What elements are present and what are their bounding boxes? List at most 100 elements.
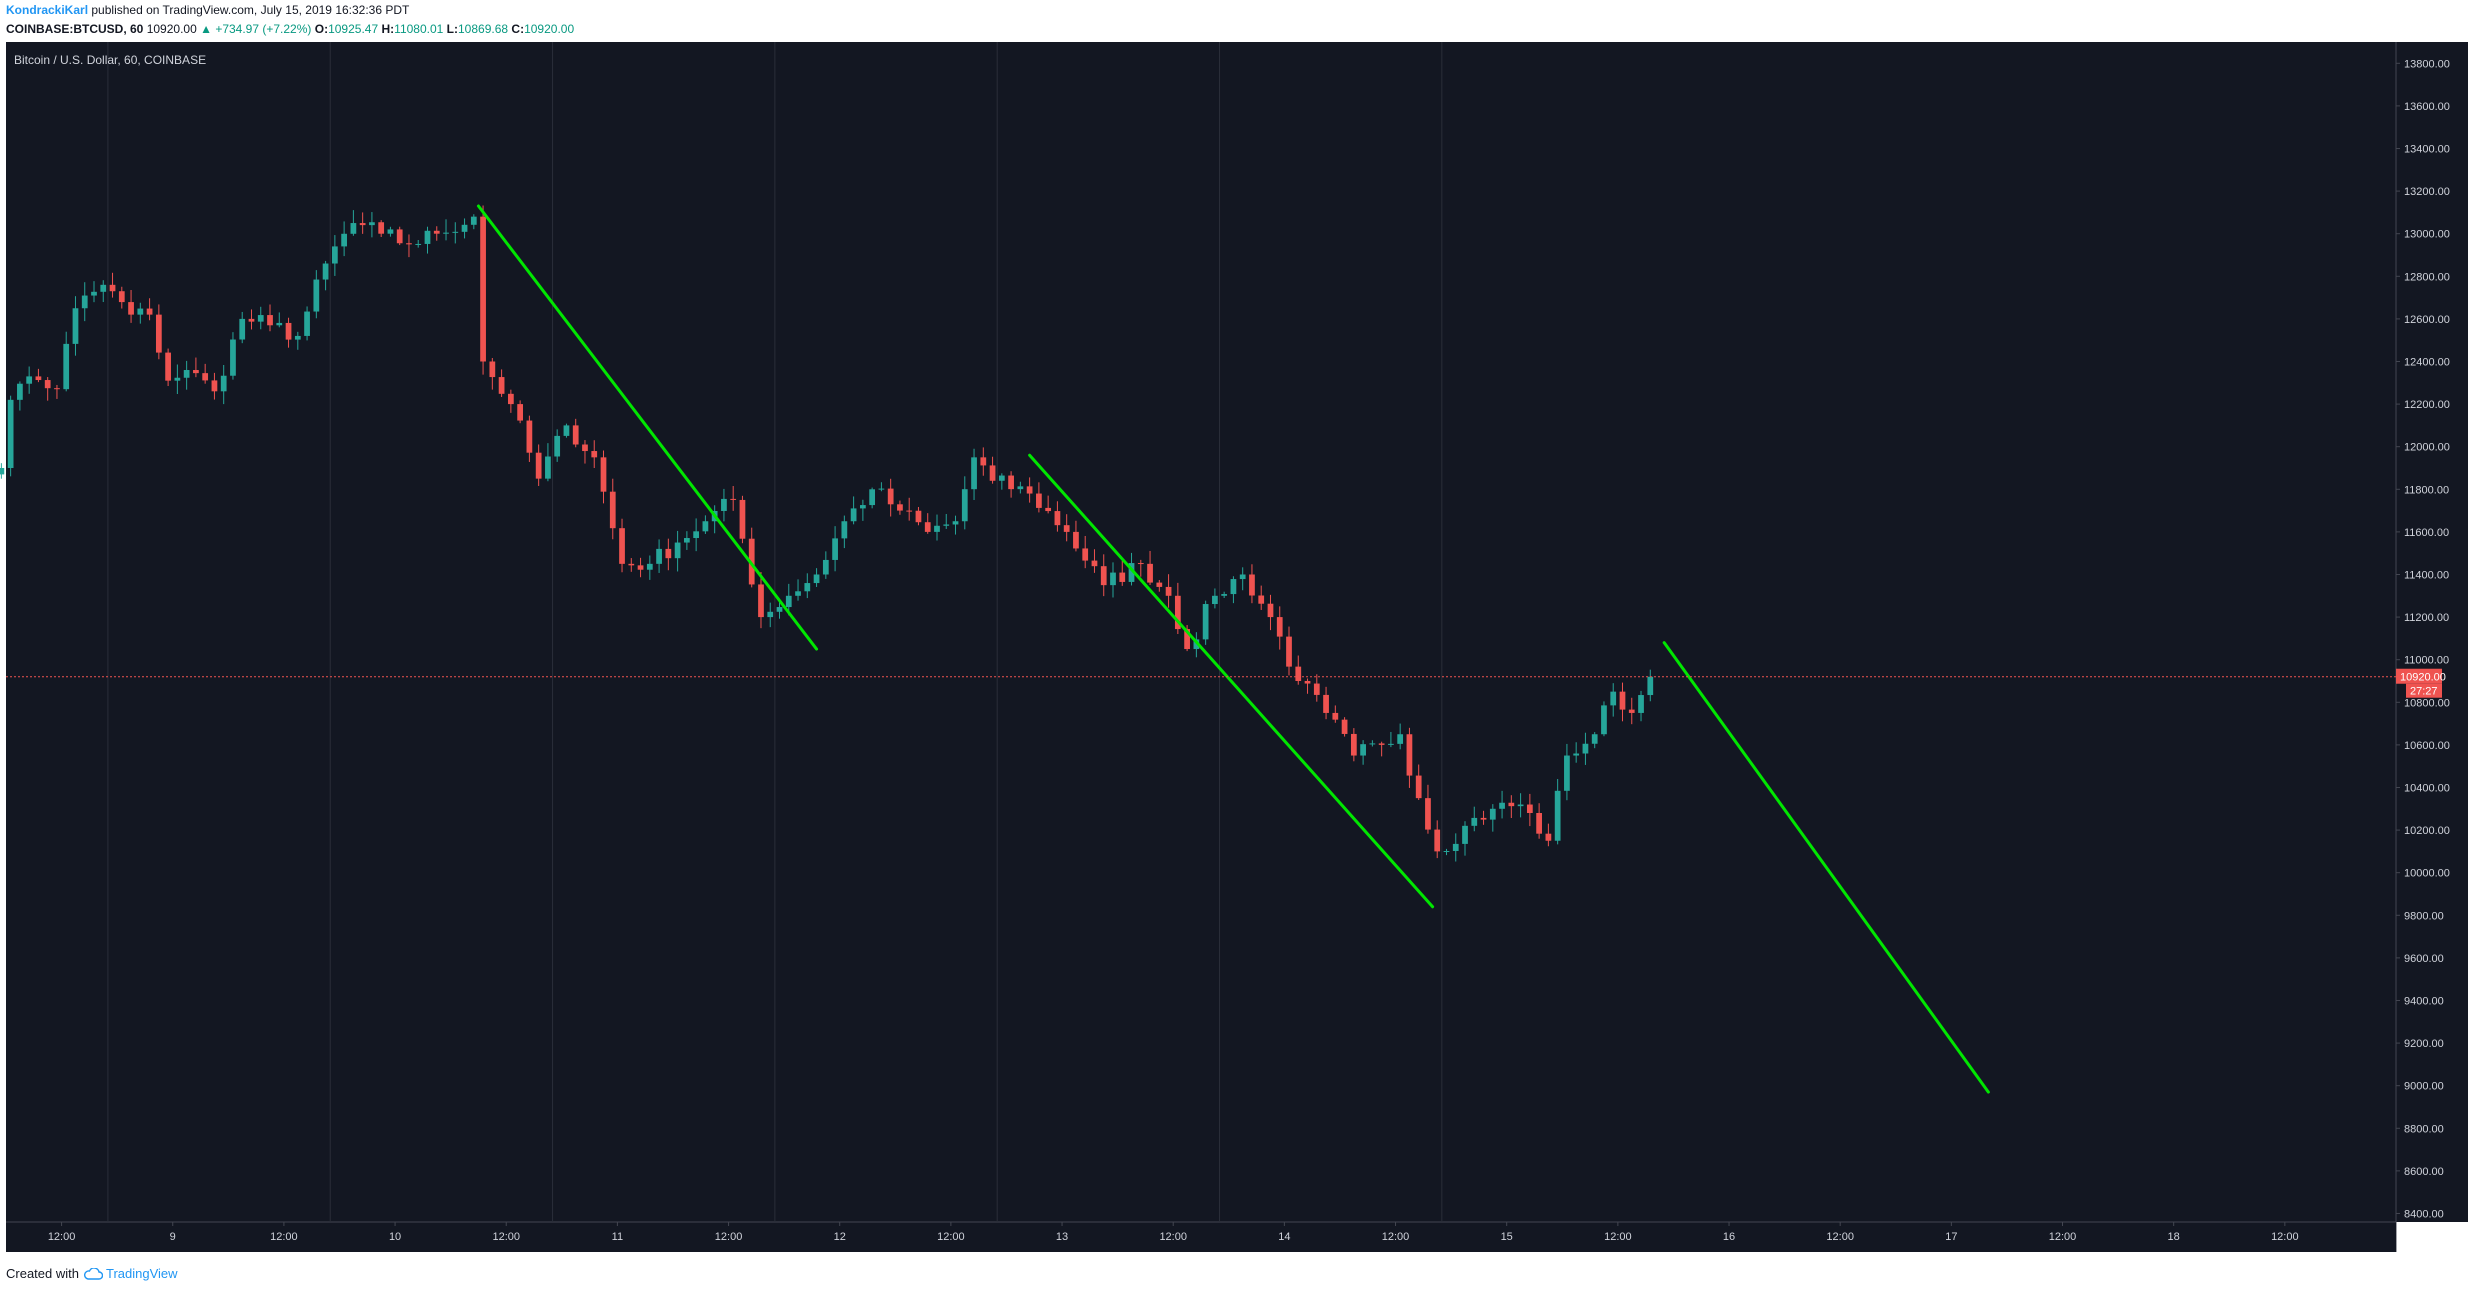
candle-body [489, 361, 496, 378]
y-tick-label: 13000.00 [2404, 229, 2450, 241]
candle-body [971, 457, 977, 490]
y-tick-label: 12800.00 [2404, 271, 2450, 283]
candle-body [1212, 595, 1218, 605]
symbol-label: COINBASE:BTCUSD, 60 [6, 22, 144, 36]
candle-body [433, 230, 440, 234]
candle-body [1026, 486, 1033, 494]
candle-body [758, 584, 764, 618]
candle-body [1601, 705, 1607, 735]
x-tick-label: 12:00 [1604, 1231, 1632, 1243]
candle-body [461, 224, 468, 232]
candle-body [860, 505, 866, 509]
candle-body [1054, 511, 1061, 526]
candle-body [128, 302, 134, 315]
candle-body [1489, 808, 1496, 820]
candle-body [1276, 617, 1283, 637]
x-tick-label: 12 [834, 1231, 846, 1243]
candle-body [341, 233, 347, 247]
candle-body [369, 222, 375, 226]
y-tick-label: 11200.00 [2404, 612, 2449, 624]
candle-body [702, 521, 709, 532]
candle-body [1091, 560, 1098, 567]
candle-body [1304, 680, 1311, 684]
y-tick-label: 12200.00 [2404, 399, 2450, 411]
candle-body [1369, 743, 1376, 745]
candle-body [470, 216, 477, 225]
candle-body [137, 308, 144, 315]
ohlc-legend: COINBASE:BTCUSD, 60 10920.00 ▲ +734.97 (… [6, 22, 575, 36]
candle-body [1258, 595, 1265, 604]
y-tick-label: 10800.00 [2404, 697, 2450, 709]
candle-body [1480, 817, 1487, 820]
x-tick-label: 12:00 [2271, 1231, 2299, 1243]
candle-body [1406, 734, 1413, 776]
candle-body [1286, 636, 1292, 667]
x-tick-label: 12:00 [492, 1231, 520, 1243]
candle-body [304, 311, 310, 336]
candle-body [1425, 798, 1431, 830]
candle-body [1202, 604, 1209, 640]
candle-body [600, 457, 607, 492]
x-axis-ticks: 12:00 9 12:00 10 12:00 11 12:00 12 12:00 13 12:00 1… [48, 1222, 2299, 1243]
price-axis[interactable] [2396, 42, 2468, 1222]
candle-body [730, 498, 737, 500]
candle-body [1610, 691, 1617, 706]
x-tick-label: 10 [389, 1231, 401, 1243]
trendline [1028, 453, 1435, 909]
y-tick-label: 11000.00 [2404, 655, 2449, 667]
candle-body [924, 522, 931, 532]
y-tick-label: 11800.00 [2404, 484, 2449, 496]
candle-body [609, 491, 616, 529]
candle-body [359, 223, 366, 226]
y-tick-label: 10400.00 [2404, 782, 2450, 794]
candle-body [1619, 691, 1626, 710]
y-tick-label: 13200.00 [2404, 186, 2450, 198]
candle-body [507, 393, 514, 405]
candle-body [1174, 595, 1181, 630]
candle-body [257, 315, 264, 322]
last-price-tag [2396, 668, 2442, 684]
candle-body [1628, 709, 1635, 713]
candle-body [572, 425, 579, 445]
candle-body [674, 542, 681, 559]
candle-body [1341, 719, 1348, 734]
publish-text: published on TradingView.com, July 15, 2… [91, 3, 410, 17]
candle-body [526, 420, 533, 453]
candle-body [387, 229, 394, 234]
candle-body [26, 376, 33, 384]
candle-body [220, 375, 227, 392]
cloud-icon [84, 1267, 103, 1280]
close-value: 10920.00 [524, 22, 575, 36]
candle-body [1128, 563, 1135, 582]
candle-body [1332, 712, 1339, 720]
price-chart[interactable]: 8400.00 8600.00 8800.00 9000.00 9200.00 9400.… [0, 42, 2468, 1262]
author-link[interactable]: KondrackiKarl [6, 3, 89, 17]
tradingview-logo[interactable]: TradingView [83, 1266, 178, 1281]
candle-body [619, 528, 625, 564]
candle-body [804, 583, 811, 592]
candle-body [1147, 563, 1153, 583]
y-tick-label: 9400.00 [2404, 995, 2444, 1007]
trendline [476, 204, 819, 651]
candle-body [545, 456, 551, 479]
candle-body [934, 525, 940, 532]
time-axis[interactable] [6, 1222, 2396, 1252]
y-tick-label: 13800.00 [2404, 58, 2450, 70]
candle-body [109, 284, 116, 292]
candle-body [267, 315, 273, 326]
candle-body [91, 291, 97, 296]
candle-body [1295, 666, 1302, 681]
y-tick-label: 8800.00 [2404, 1123, 2444, 1135]
trendlines[interactable] [476, 204, 1990, 1094]
candle-body [1638, 695, 1644, 713]
candle-body [517, 404, 523, 421]
candle-body [961, 489, 968, 522]
candle-body [1378, 743, 1385, 745]
x-tick-label: 12:00 [1382, 1231, 1410, 1243]
candle-body [841, 521, 848, 539]
chart-pane[interactable] [6, 42, 2396, 1222]
candle-body [480, 216, 486, 362]
candle-body [1249, 574, 1255, 596]
candle-body [832, 538, 838, 560]
candle-body [7, 399, 14, 468]
